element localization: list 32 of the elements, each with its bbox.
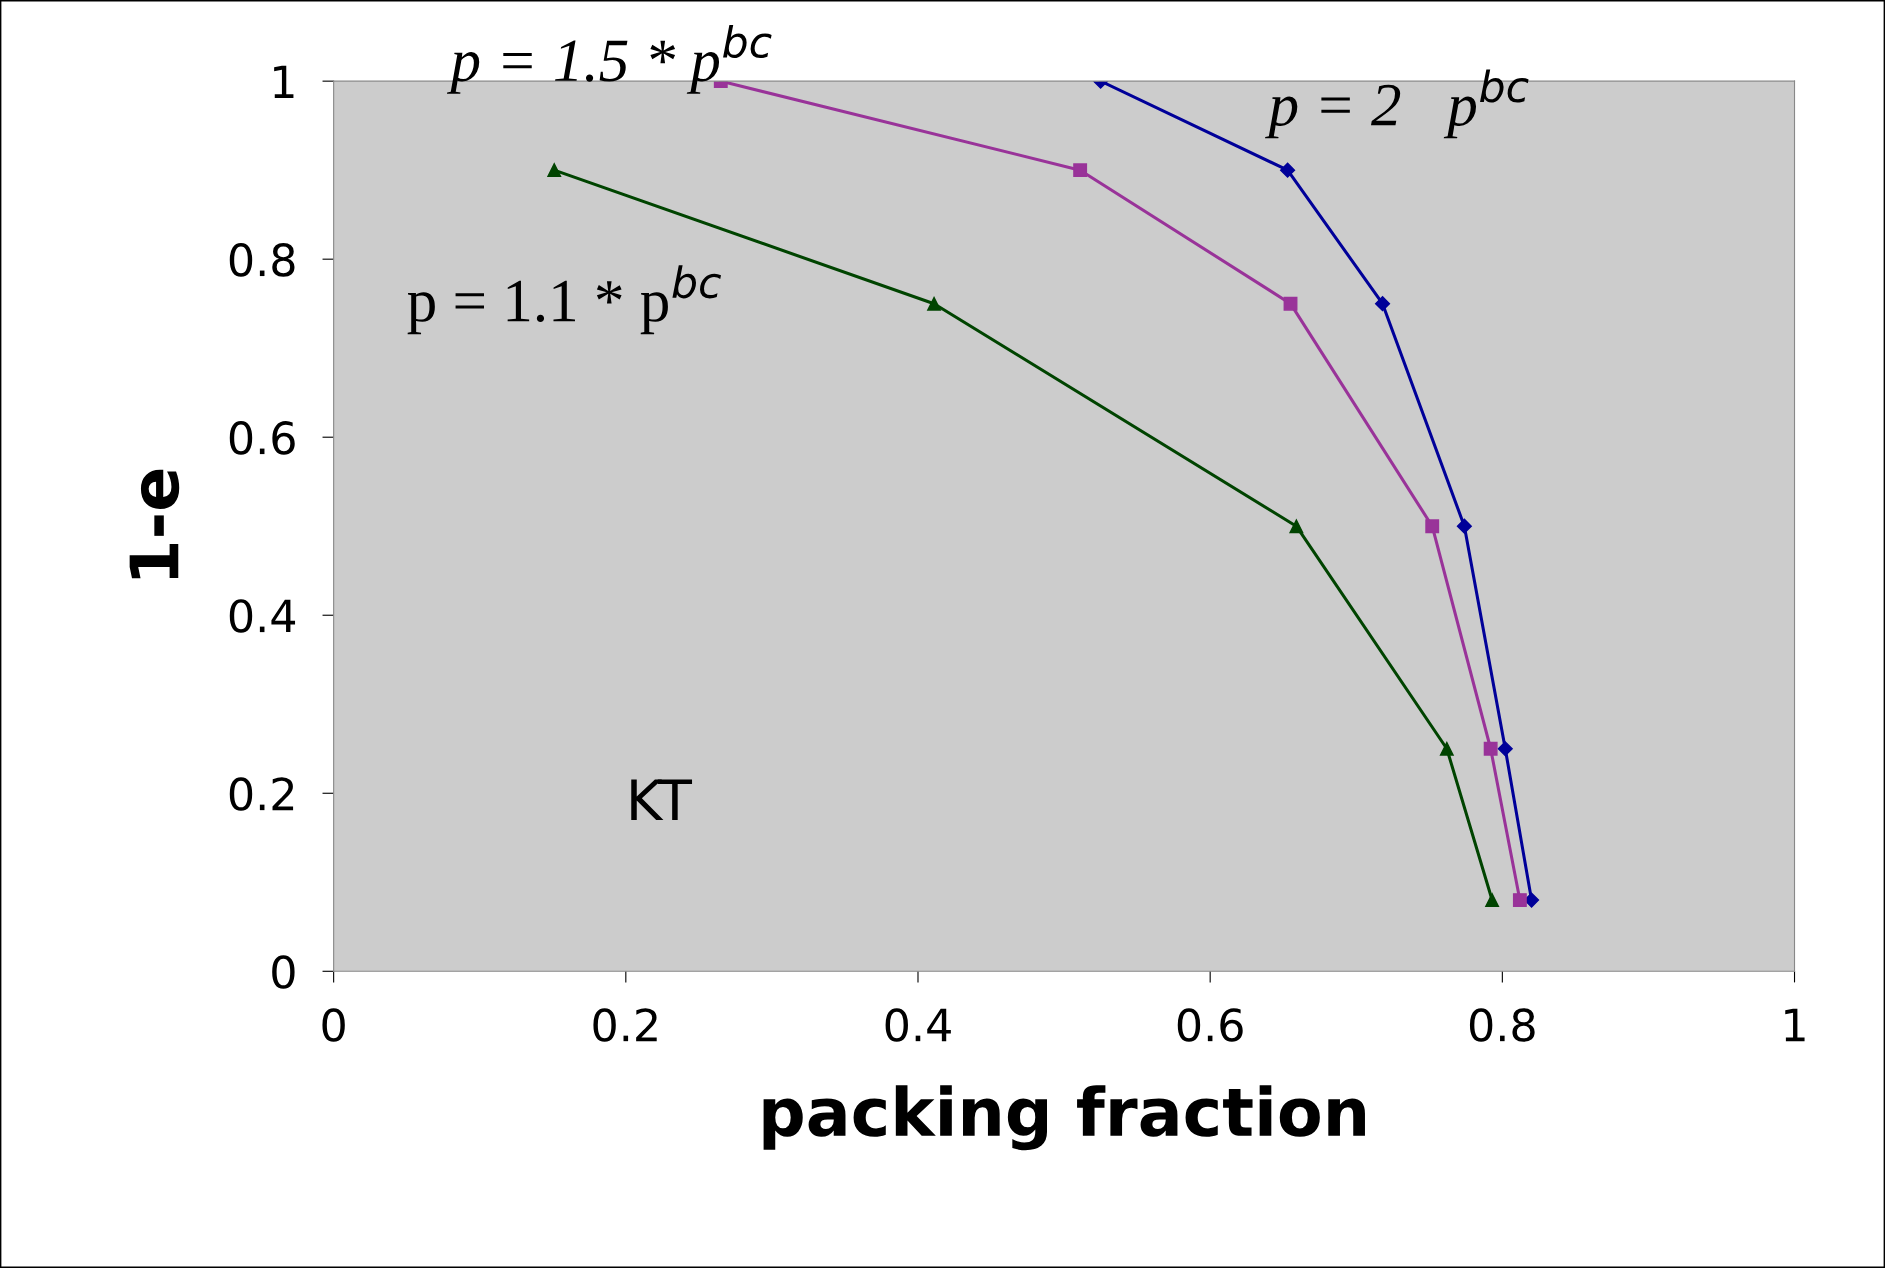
y-tick-label: 1 xyxy=(274,65,294,99)
point xyxy=(1374,296,1391,312)
point xyxy=(1512,893,1527,908)
point xyxy=(1497,741,1513,757)
point xyxy=(1425,519,1440,534)
point xyxy=(1283,296,1298,311)
point xyxy=(1485,893,1500,908)
y-tick-label: 0.8 xyxy=(229,243,295,277)
x-tick-label: 0 xyxy=(322,1008,345,1042)
point xyxy=(927,296,942,311)
y-tick-label: 0.4 xyxy=(229,599,296,633)
x-tick-label: 0.4 xyxy=(885,1008,951,1042)
x-tick-label: 0.6 xyxy=(1177,1008,1243,1042)
annotation: p = 1.5 * p$^{bc}$ xyxy=(446,24,772,94)
point xyxy=(1483,741,1498,756)
y-tick-label: 0 xyxy=(272,955,295,989)
point xyxy=(1439,741,1454,756)
point xyxy=(547,163,562,178)
annotation: p = 1.1 * p$^{bc}$ xyxy=(407,265,721,335)
annotation: KT xyxy=(631,779,693,820)
point xyxy=(1289,519,1304,534)
point xyxy=(1073,163,1088,178)
y-axis-title: 1-e xyxy=(129,469,180,579)
point xyxy=(1456,518,1472,534)
y-tick-label: 0.2 xyxy=(229,777,294,811)
point xyxy=(1280,162,1296,178)
x-tick-label: 1 xyxy=(1785,1008,1805,1042)
annotation: p = 2 p$^{bc}$ xyxy=(1265,69,1529,139)
x-tick-label: 0.2 xyxy=(593,1008,657,1042)
x-tick-label: 0.8 xyxy=(1469,1008,1535,1042)
y-tick-label: 0.6 xyxy=(229,421,295,455)
x-axis-title: packing fraction xyxy=(763,1085,1365,1151)
